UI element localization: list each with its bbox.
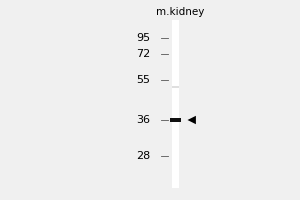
Bar: [170, 118, 181, 122]
Text: 95: 95: [136, 33, 150, 43]
Text: m.kidney: m.kidney: [156, 7, 204, 17]
Bar: [179, 20, 181, 188]
Polygon shape: [188, 116, 196, 124]
Bar: [179, 20, 181, 188]
Bar: [170, 20, 172, 188]
Text: 55: 55: [136, 75, 150, 85]
Text: 36: 36: [136, 115, 150, 125]
Bar: [170, 20, 172, 188]
Bar: [170, 20, 181, 188]
Text: 28: 28: [136, 151, 150, 161]
Text: 72: 72: [136, 49, 150, 59]
Bar: [172, 86, 179, 88]
